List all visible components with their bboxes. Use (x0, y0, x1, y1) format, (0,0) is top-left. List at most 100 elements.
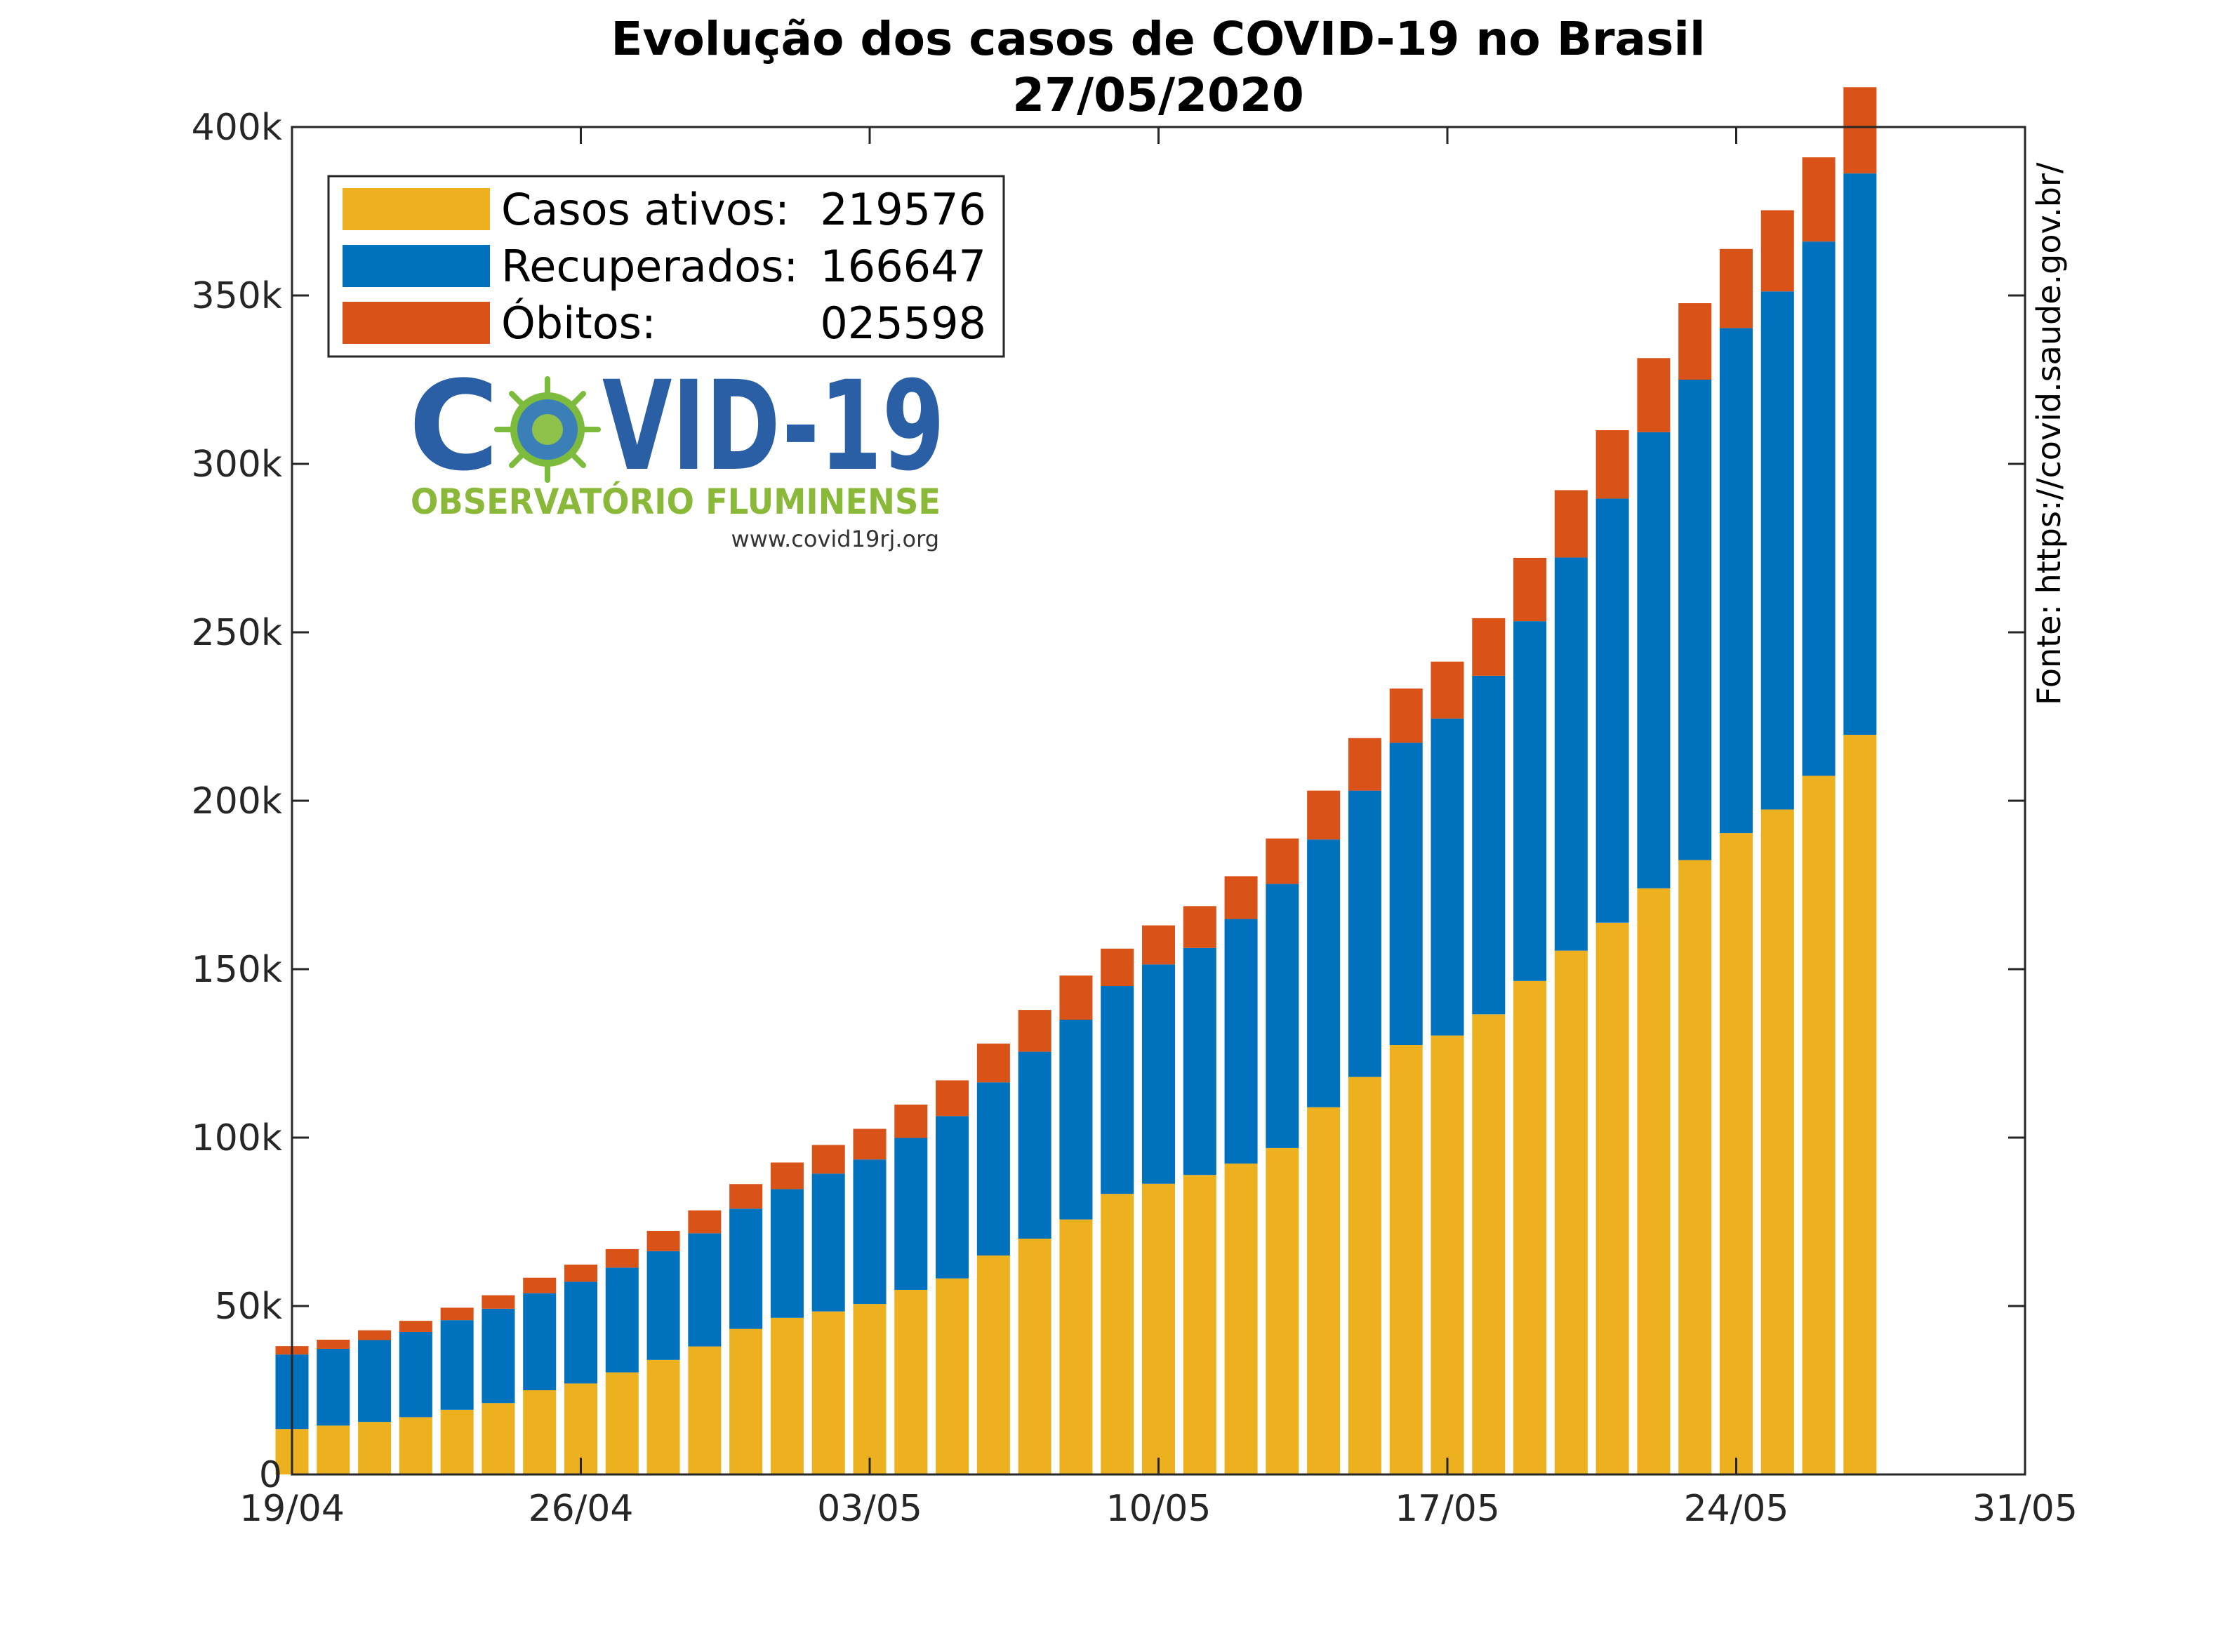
bar-obitos-16 (936, 1080, 969, 1117)
bar-obitos-38 (1843, 87, 1877, 174)
bar-ativos-35 (1719, 833, 1753, 1474)
bar-recuperados-21 (1141, 964, 1176, 1184)
bar-ativos-5 (482, 1403, 515, 1474)
bars-group (275, 87, 1877, 1474)
virus-icon (494, 376, 601, 483)
bar-ativos-19 (1059, 1219, 1093, 1474)
bar-recuperados-10 (688, 1233, 722, 1347)
bar-obitos-12 (770, 1162, 804, 1190)
y-tick-label-4: 200k (192, 780, 282, 822)
bar-obitos-21 (1141, 925, 1176, 965)
bar-ativos-13 (811, 1311, 845, 1474)
bar-recuperados-29 (1472, 675, 1506, 1015)
source-label: Fonte: https://covid.saude.gov.br/ (2030, 162, 2068, 705)
bar-recuperados-4 (440, 1320, 474, 1410)
bar-obitos-2 (358, 1330, 392, 1340)
bar-recuperados-34 (1678, 380, 1712, 860)
bar-ativos-30 (1513, 980, 1547, 1474)
legend-swatch-obitos (343, 302, 490, 344)
bar-recuperados-12 (770, 1189, 804, 1318)
bar-recuperados-19 (1059, 1020, 1093, 1220)
bar-recuperados-18 (1018, 1051, 1051, 1239)
chart-title-line2: 27/05/2020 (1012, 68, 1304, 122)
x-tick-label-6: 31/05 (1972, 1488, 2078, 1530)
bar-recuperados-27 (1389, 742, 1423, 1045)
bar-recuperados-1 (317, 1348, 350, 1426)
bar-recuperados-13 (811, 1173, 845, 1312)
bar-obitos-26 (1348, 738, 1381, 791)
bar-ativos-22 (1183, 1175, 1216, 1474)
legend: Casos ativos: 219576 Recuperados: 166647… (327, 175, 1005, 358)
bar-obitos-18 (1018, 1010, 1051, 1052)
bar-ativos-10 (688, 1346, 722, 1474)
bar-ativos-11 (729, 1328, 763, 1474)
legend-swatch-ativos (343, 188, 490, 230)
bar-recuperados-5 (482, 1308, 515, 1404)
bar-recuperados-37 (1802, 241, 1836, 776)
bar-obitos-35 (1719, 248, 1753, 328)
bar-recuperados-9 (646, 1251, 680, 1360)
x-tick-label-0: 19/04 (239, 1488, 345, 1530)
bar-obitos-13 (811, 1145, 845, 1174)
logo: C VID-19 OBSERVATÓRIO FLUMINENSE www.cov… (409, 354, 945, 552)
plot-frame (291, 126, 2026, 1476)
legend-value-recuperados: 166647 (820, 241, 986, 292)
legend-value-obitos: 025598 (820, 298, 986, 349)
bar-ativos-26 (1348, 1077, 1381, 1474)
bar-recuperados-23 (1224, 919, 1258, 1164)
bar-ativos-12 (770, 1317, 804, 1474)
bar-obitos-22 (1183, 906, 1216, 948)
bar-recuperados-20 (1101, 986, 1134, 1194)
bar-recuperados-24 (1266, 884, 1299, 1148)
bar-ativos-21 (1141, 1183, 1176, 1474)
bar-ativos-25 (1307, 1107, 1341, 1474)
x-tick-label-3: 10/05 (1106, 1488, 1212, 1530)
bar-obitos-15 (894, 1104, 928, 1138)
x-tick-label-5: 24/05 (1684, 1488, 1789, 1530)
x-tick-label-4: 17/05 (1395, 1488, 1500, 1530)
axes-group: 0 50k 100k 150k 200k 250k 300k 350k 400k 19/04 26/… (192, 107, 2078, 1530)
bar-ativos-36 (1760, 809, 1794, 1474)
bar-ativos-29 (1472, 1014, 1506, 1474)
bar-recuperados-32 (1595, 498, 1629, 923)
x-tick-label-1: 26/04 (529, 1488, 634, 1530)
bar-ativos-20 (1101, 1194, 1134, 1474)
bar-recuperados-28 (1431, 718, 1464, 1036)
bar-obitos-9 (646, 1230, 680, 1251)
bar-obitos-1 (317, 1340, 350, 1349)
bar-ativos-4 (440, 1409, 474, 1474)
bar-ativos-8 (605, 1372, 639, 1474)
bar-obitos-14 (853, 1128, 887, 1160)
bar-recuperados-33 (1637, 432, 1671, 888)
bar-ativos-9 (646, 1359, 680, 1474)
bar-recuperados-3 (399, 1331, 432, 1418)
bar-ativos-18 (1018, 1239, 1051, 1474)
bar-ativos-3 (399, 1417, 432, 1474)
bar-ativos-33 (1637, 888, 1671, 1474)
bar-recuperados-30 (1513, 621, 1547, 981)
bar-ativos-27 (1389, 1045, 1423, 1474)
bar-ativos-17 (976, 1255, 1010, 1474)
bar-recuperados-17 (976, 1082, 1010, 1255)
y-tick-label-2: 100k (192, 1117, 282, 1159)
bar-ativos-2 (358, 1422, 392, 1474)
bar-obitos-7 (564, 1264, 598, 1282)
bar-recuperados-38 (1843, 173, 1877, 735)
bar-ativos-15 (894, 1289, 928, 1474)
bar-obitos-3 (399, 1321, 432, 1332)
bar-obitos-17 (976, 1044, 1010, 1083)
logo-subtitle: OBSERVATÓRIO FLUMINENSE (411, 481, 941, 522)
y-tick-label-3: 150k (192, 949, 282, 991)
bar-obitos-11 (729, 1184, 763, 1209)
bar-obitos-37 (1802, 157, 1836, 242)
legend-label-obitos: Óbitos: (501, 298, 656, 349)
legend-label-recuperados: Recuperados: (501, 241, 798, 292)
bar-recuperados-15 (894, 1138, 928, 1290)
bar-obitos-4 (440, 1307, 474, 1321)
bar-recuperados-22 (1183, 947, 1216, 1175)
legend-value-ativos: 219576 (820, 184, 986, 235)
bar-obitos-24 (1266, 838, 1299, 884)
bar-ativos-32 (1595, 922, 1629, 1474)
bar-ativos-6 (523, 1390, 557, 1474)
